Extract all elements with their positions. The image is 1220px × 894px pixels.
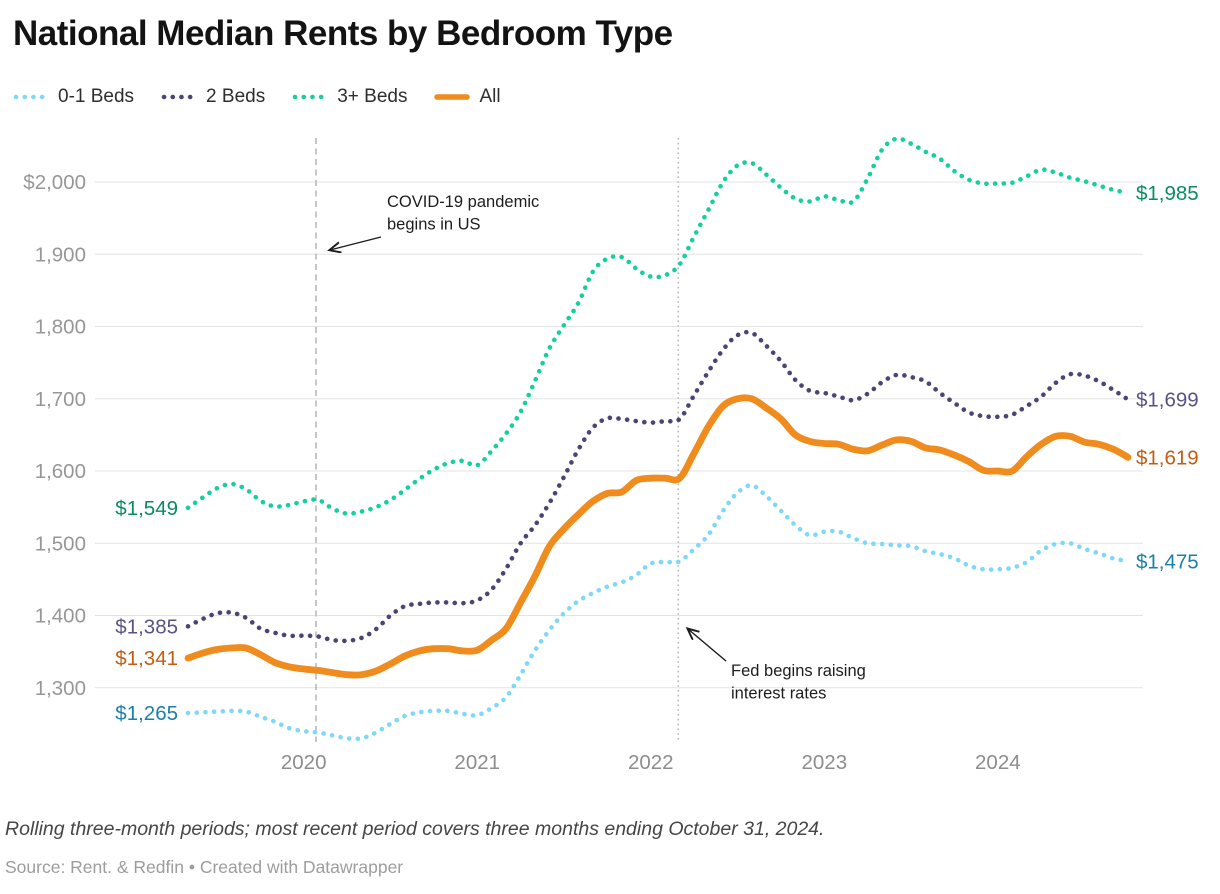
series-end-value-label: $1,985 — [1136, 182, 1199, 205]
legend-label: 2 Beds — [206, 86, 266, 107]
series-line-2-beds — [185, 329, 1131, 644]
legend-swatch-solid-icon — [434, 94, 471, 100]
series-lines-group — [184, 136, 1132, 742]
y-axis-tick-label: 1,400 — [35, 605, 86, 628]
series-line-all — [184, 394, 1132, 679]
fed-annotation-text: Fed begins raising interest rates — [731, 662, 866, 703]
y-axis-tick-label: 1,300 — [35, 677, 86, 700]
gridlines-group: $2,000 1,900 1,800 1,700 1,600 1,500 1,400 1,30… — [23, 171, 1143, 774]
covid-annotation-arrow — [330, 236, 382, 250]
legend-swatch-dotted-icon — [292, 94, 329, 100]
series-end-value-label: $1,619 — [1136, 446, 1199, 469]
page-title: National Median Rents by Bedroom Type — [13, 14, 673, 53]
chart-notes: Rolling three-month periods; most recent… — [5, 818, 825, 840]
series-end-value-label: $1,699 — [1136, 388, 1199, 411]
legend-label: 0-1 Beds — [58, 86, 135, 107]
fed-annotation-arrow — [688, 629, 727, 662]
y-axis-tick-label: 1,900 — [35, 243, 86, 266]
legend-swatch-dotted-icon — [161, 94, 198, 100]
legend-item-all: All — [434, 86, 501, 108]
x-axis-year-label: 2021 — [454, 751, 500, 774]
annotations-group: COVID-19 pandemic begins in US Fed begins … — [330, 193, 866, 703]
x-axis-year-label: 2024 — [975, 751, 1021, 774]
y-axis-tick-label: 1,600 — [35, 460, 86, 483]
series-start-value-label: $1,265 — [115, 702, 178, 725]
series-line-0-1-beds — [185, 483, 1131, 742]
legend: 0-1 Beds 2 Beds 3+ Beds All — [13, 86, 501, 108]
legend-item-2-beds: 2 Beds — [161, 86, 265, 108]
series-line-3-beds — [185, 136, 1131, 516]
legend-label: 3+ Beds — [337, 86, 408, 107]
series-end-value-label: $1,475 — [1136, 550, 1199, 573]
legend-label: All — [479, 86, 501, 107]
legend-item-0-1-beds: 0-1 Beds — [13, 86, 134, 108]
y-axis-tick-label: 1,700 — [35, 388, 86, 411]
y-axis-tick-label: 1,800 — [35, 316, 86, 339]
event-lines-group — [315, 138, 679, 742]
series-start-value-label: $1,341 — [115, 647, 178, 670]
series-start-value-label: $1,549 — [115, 497, 178, 520]
legend-item-3plus-beds: 3+ Beds — [292, 86, 407, 108]
legend-swatch-dotted-icon — [13, 94, 49, 100]
chart-source-line: Source: Rent. & Redfin • Created with Da… — [5, 857, 404, 877]
x-axis-year-label: 2023 — [802, 751, 848, 774]
value-labels-group: $1,265 $1,475 $1,385 $1,699 $1,549 $1,985 $1,3… — [115, 182, 1198, 725]
covid-annotation-text: COVID-19 pandemic begins in US — [387, 193, 539, 234]
series-start-value-label: $1,385 — [115, 615, 178, 638]
x-axis-year-label: 2020 — [281, 751, 327, 774]
y-axis-tick-label: 1,500 — [35, 532, 86, 555]
y-axis-tick-label: $2,000 — [23, 171, 86, 194]
x-axis-year-label: 2022 — [628, 751, 674, 774]
